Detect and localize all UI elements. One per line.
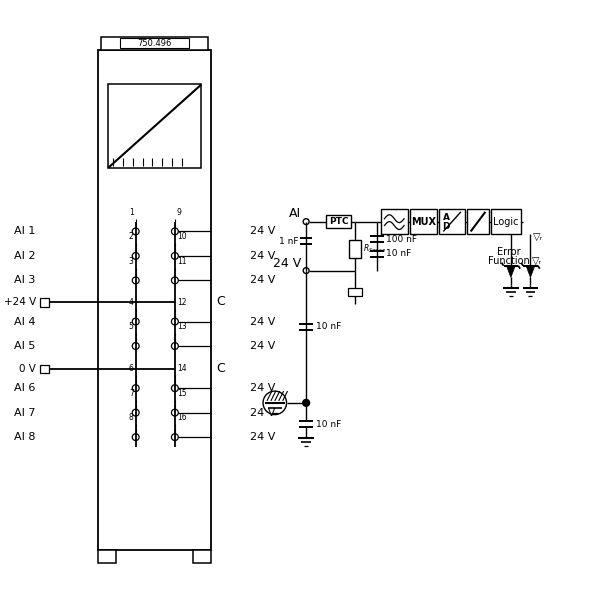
Text: MUX: MUX	[411, 217, 436, 227]
Bar	[40, 298, 49, 307]
Text: AI 6: AI 6	[14, 383, 36, 393]
Text: 24 V: 24 V	[250, 383, 275, 393]
Bar	[410, 209, 437, 235]
Text: 1 nF: 1 nF	[279, 237, 298, 246]
Bar	[491, 209, 521, 235]
Text: PTC: PTC	[329, 217, 348, 226]
Bar	[348, 288, 362, 296]
Bar	[98, 550, 116, 563]
Text: 2: 2	[129, 232, 134, 241]
Text: Error: Error	[497, 247, 521, 257]
Text: +24 V: +24 V	[4, 297, 36, 307]
Text: 100 nF: 100 nF	[386, 235, 418, 244]
Text: AI 7: AI 7	[14, 407, 36, 418]
Text: A: A	[443, 213, 450, 222]
Circle shape	[303, 400, 310, 406]
Polygon shape	[506, 266, 515, 277]
Text: 5: 5	[129, 322, 134, 331]
Bar	[326, 215, 351, 228]
Bar	[193, 550, 211, 563]
Text: 9: 9	[177, 208, 182, 217]
Text: 24 V: 24 V	[273, 257, 301, 270]
Text: 10: 10	[177, 232, 187, 241]
Text: 6: 6	[129, 364, 134, 373]
Text: AI 2: AI 2	[14, 251, 36, 261]
Text: AI 4: AI 4	[14, 317, 36, 326]
Bar	[101, 37, 208, 50]
Text: AI 8: AI 8	[14, 432, 36, 442]
Polygon shape	[526, 266, 535, 277]
Text: 0 V: 0 V	[19, 364, 36, 374]
Bar	[40, 365, 49, 373]
Text: C: C	[216, 362, 225, 375]
Text: C: C	[216, 295, 225, 308]
Text: 4: 4	[129, 298, 134, 307]
Text: 16: 16	[177, 413, 187, 422]
Text: 12: 12	[177, 298, 187, 307]
Bar	[439, 209, 465, 235]
Bar	[349, 240, 361, 258]
Text: D: D	[442, 222, 450, 231]
Text: ▽ᵣ: ▽ᵣ	[532, 256, 542, 266]
Text: 8: 8	[129, 413, 134, 422]
Text: AI 5: AI 5	[14, 341, 36, 351]
Text: 3: 3	[129, 257, 134, 266]
Text: Function: Function	[488, 256, 530, 266]
Text: AI 1: AI 1	[14, 226, 36, 236]
Bar	[380, 209, 408, 235]
Text: 24 V: 24 V	[250, 432, 275, 442]
Text: AI 3: AI 3	[14, 275, 36, 286]
Text: 10 nF: 10 nF	[316, 322, 341, 331]
Text: $R_{Sense}$: $R_{Sense}$	[363, 243, 386, 256]
Text: 11: 11	[177, 257, 187, 266]
Text: ▽ᵣ: ▽ᵣ	[533, 232, 544, 242]
Text: 24 V: 24 V	[250, 226, 275, 236]
Text: 13: 13	[177, 322, 187, 331]
Text: 10 nF: 10 nF	[316, 420, 341, 429]
Bar	[98, 50, 211, 550]
Text: Logic: Logic	[493, 217, 519, 227]
Text: 15: 15	[177, 389, 187, 398]
Text: 14: 14	[177, 364, 187, 373]
Text: 24 V: 24 V	[250, 251, 275, 261]
Text: 7: 7	[129, 389, 134, 398]
Text: 24 V: 24 V	[250, 275, 275, 286]
Text: 24 V: 24 V	[250, 341, 275, 351]
Text: 750.496: 750.496	[137, 39, 172, 48]
Bar	[108, 85, 202, 168]
Text: 24 V: 24 V	[250, 317, 275, 326]
Bar	[467, 209, 490, 235]
Bar	[120, 38, 188, 48]
Text: 10 nF: 10 nF	[386, 250, 412, 259]
Text: 24 V: 24 V	[250, 407, 275, 418]
Text: AI: AI	[289, 207, 301, 220]
Text: 1: 1	[129, 208, 134, 217]
